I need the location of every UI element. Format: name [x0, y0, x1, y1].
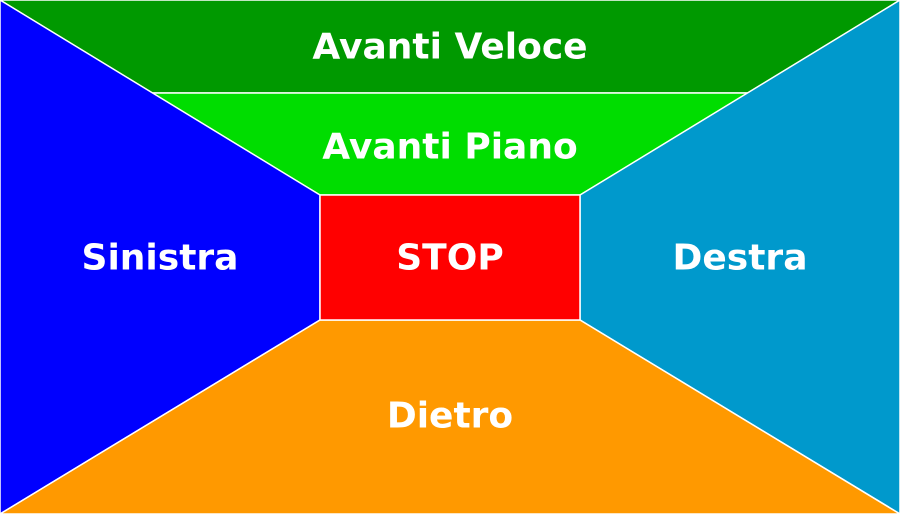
- stop-zone[interactable]: [319, 194, 581, 321]
- fast-forward-zone[interactable]: [0, 0, 900, 94]
